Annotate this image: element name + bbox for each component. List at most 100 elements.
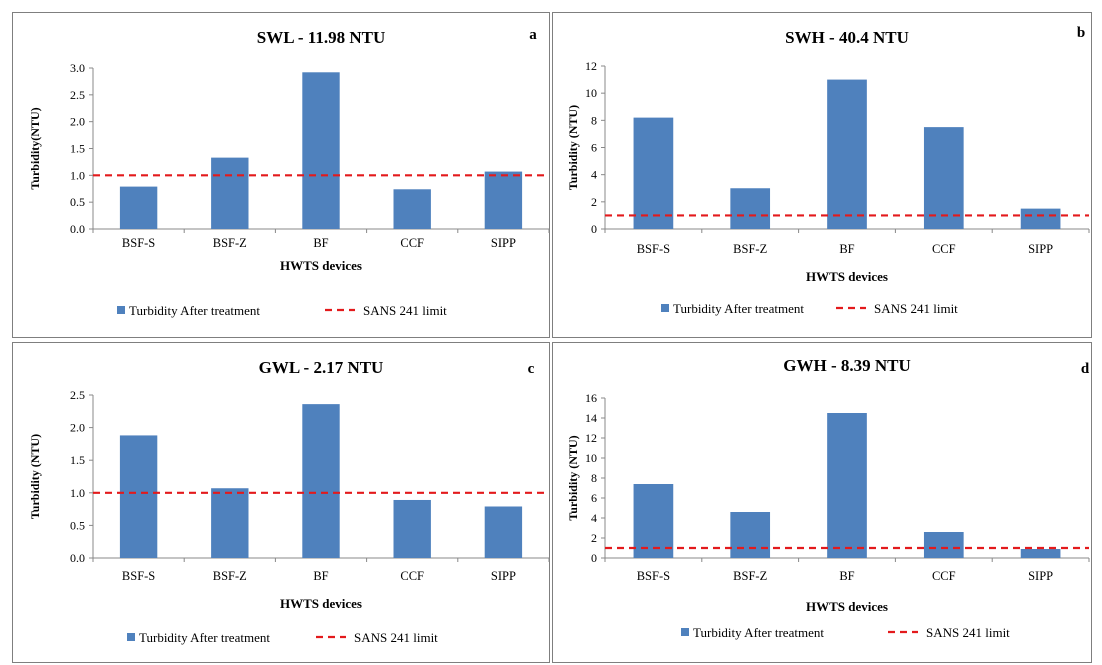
- y-tick-label: 0: [591, 222, 597, 236]
- legend-swatch-bar: [681, 628, 689, 636]
- legend-swatch-bar: [661, 304, 669, 312]
- chart-title: SWL - 11.98 NTU: [257, 28, 385, 47]
- y-tick-label: 1.5: [70, 453, 85, 467]
- y-axis-label: Turbidity (NTU): [566, 105, 580, 190]
- panel-letter: c: [528, 361, 535, 377]
- category-label: BF: [313, 569, 328, 583]
- bar-sipp: [1020, 208, 1061, 229]
- bar-bsf-z: [730, 512, 771, 558]
- chart-svg-b: SWH - 40.4 NTU b 0 2 4 6 8 10 12 Turbidity (NTU) B…: [566, 25, 1090, 316]
- legend-label-limit: SANS 241 limit: [874, 301, 958, 316]
- category-label: BSF-Z: [733, 569, 767, 583]
- category-label: BSF-S: [637, 569, 670, 583]
- y-axis-label: Turbidity(NTU): [28, 107, 42, 189]
- category-label: BF: [839, 569, 854, 583]
- legend-swatch-bar: [117, 306, 125, 314]
- category-label: CCF: [932, 569, 956, 583]
- category-label: CCF: [400, 569, 424, 583]
- y-tick-label: 1.5: [70, 142, 85, 156]
- bar-bsf-z: [211, 488, 249, 558]
- y-tick-label: 10: [585, 451, 597, 465]
- chart-panel-a: SWL - 11.98 NTU a 0.0 0.5 1.0 1.5 2.0 2.5 3.0 Tur…: [12, 12, 550, 338]
- bar-sipp: [484, 171, 523, 229]
- y-tick-label: 10: [585, 86, 597, 100]
- y-tick-label: 0.5: [70, 195, 85, 209]
- bar-bsf-s: [633, 484, 674, 558]
- category-label: BF: [839, 242, 854, 256]
- bar-bf: [302, 404, 340, 558]
- bar-bf: [827, 413, 867, 558]
- y-tick-label: 2.0: [70, 115, 85, 129]
- x-axis-label: HWTS devices: [280, 258, 362, 273]
- panel-letter: a: [529, 27, 537, 43]
- panel-letter: b: [1077, 25, 1085, 41]
- legend-label-bar: Turbidity After treatment: [139, 630, 270, 645]
- chart-svg-d: GWH - 8.39 NTU d 0 2 4 6 8 10 12 14 16 Turbidity (N…: [566, 356, 1090, 640]
- x-axis-label: HWTS devices: [806, 269, 888, 284]
- chart-svg-a: SWL - 11.98 NTU a 0.0 0.5 1.0 1.5 2.0 2.5 3.0 Tur…: [28, 27, 550, 318]
- y-tick-label: 2: [591, 531, 597, 545]
- legend-label-bar: Turbidity After treatment: [693, 625, 824, 640]
- y-tick-label: 12: [585, 431, 597, 445]
- y-tick-label: 6: [591, 141, 597, 155]
- x-axis-label: HWTS devices: [806, 599, 888, 614]
- category-label: BSF-Z: [733, 242, 767, 256]
- chart-title: SWH - 40.4 NTU: [785, 28, 909, 47]
- legend-swatch-bar: [127, 633, 135, 641]
- y-tick-label: 4: [591, 168, 597, 182]
- chart-panel-d: GWH - 8.39 NTU d 0 2 4 6 8 10 12 14 16 Turbidity (N…: [552, 342, 1092, 663]
- bar-sipp: [484, 506, 523, 558]
- y-tick-label: 14: [585, 411, 597, 425]
- y-tick-label: 2: [591, 195, 597, 209]
- chart-svg-c: GWL - 2.17 NTU c 0.0 0.5 1.0 1.5 2.0 2.5 Turbidi…: [28, 358, 550, 645]
- y-tick-label: 16: [585, 391, 597, 405]
- chart-title: GWL - 2.17 NTU: [259, 358, 384, 377]
- bar-ccf: [923, 127, 964, 229]
- y-tick-label: 6: [591, 491, 597, 505]
- legend-label-bar: Turbidity After treatment: [673, 301, 804, 316]
- bar-bf: [827, 79, 867, 229]
- y-axis-label: Turbidity (NTU): [566, 435, 580, 520]
- y-tick-label: 12: [585, 59, 597, 73]
- chart-title: GWH - 8.39 NTU: [783, 356, 911, 375]
- x-axis-label: HWTS devices: [280, 596, 362, 611]
- y-tick-label: 3.0: [70, 61, 85, 75]
- y-tick-label: 0.5: [70, 518, 85, 532]
- category-label: SIPP: [491, 569, 516, 583]
- bar-ccf: [923, 532, 964, 558]
- panel-letter: d: [1081, 361, 1090, 377]
- y-tick-label: 2.5: [70, 88, 85, 102]
- y-tick-label: 8: [591, 113, 597, 127]
- bar-bsf-s: [119, 186, 158, 229]
- y-tick-label: 4: [591, 511, 597, 525]
- bar-bsf-s: [119, 435, 158, 558]
- bar-bsf-z: [211, 157, 249, 229]
- category-label: SIPP: [1028, 242, 1053, 256]
- y-tick-label: 2.0: [70, 421, 85, 435]
- chart-panel-c: GWL - 2.17 NTU c 0.0 0.5 1.0 1.5 2.0 2.5 Turbidi…: [12, 342, 550, 663]
- y-tick-label: 2.5: [70, 388, 85, 402]
- chart-panel-b: SWH - 40.4 NTU b 0 2 4 6 8 10 12 Turbidity (NTU) B…: [552, 12, 1092, 338]
- y-axis-label: Turbidity (NTU): [28, 434, 42, 519]
- category-label: CCF: [400, 236, 424, 250]
- bar-bsf-s: [633, 117, 674, 229]
- category-label: BSF-S: [122, 236, 155, 250]
- category-label: BF: [313, 236, 328, 250]
- bar-sipp: [1020, 549, 1061, 558]
- y-tick-label: 0.0: [70, 222, 85, 236]
- bar-ccf: [393, 499, 431, 558]
- bar-bsf-z: [730, 188, 771, 229]
- category-label: SIPP: [1028, 569, 1053, 583]
- category-label: BSF-S: [122, 569, 155, 583]
- bar-bf: [302, 72, 340, 229]
- category-label: SIPP: [491, 236, 516, 250]
- category-label: CCF: [932, 242, 956, 256]
- y-tick-label: 0.0: [70, 551, 85, 565]
- category-label: BSF-Z: [213, 569, 247, 583]
- y-tick-label: 0: [591, 551, 597, 565]
- category-label: BSF-S: [637, 242, 670, 256]
- category-label: BSF-Z: [213, 236, 247, 250]
- legend-label-limit: SANS 241 limit: [354, 630, 438, 645]
- legend-label-bar: Turbidity After treatment: [129, 303, 260, 318]
- y-tick-label: 1.0: [70, 486, 85, 500]
